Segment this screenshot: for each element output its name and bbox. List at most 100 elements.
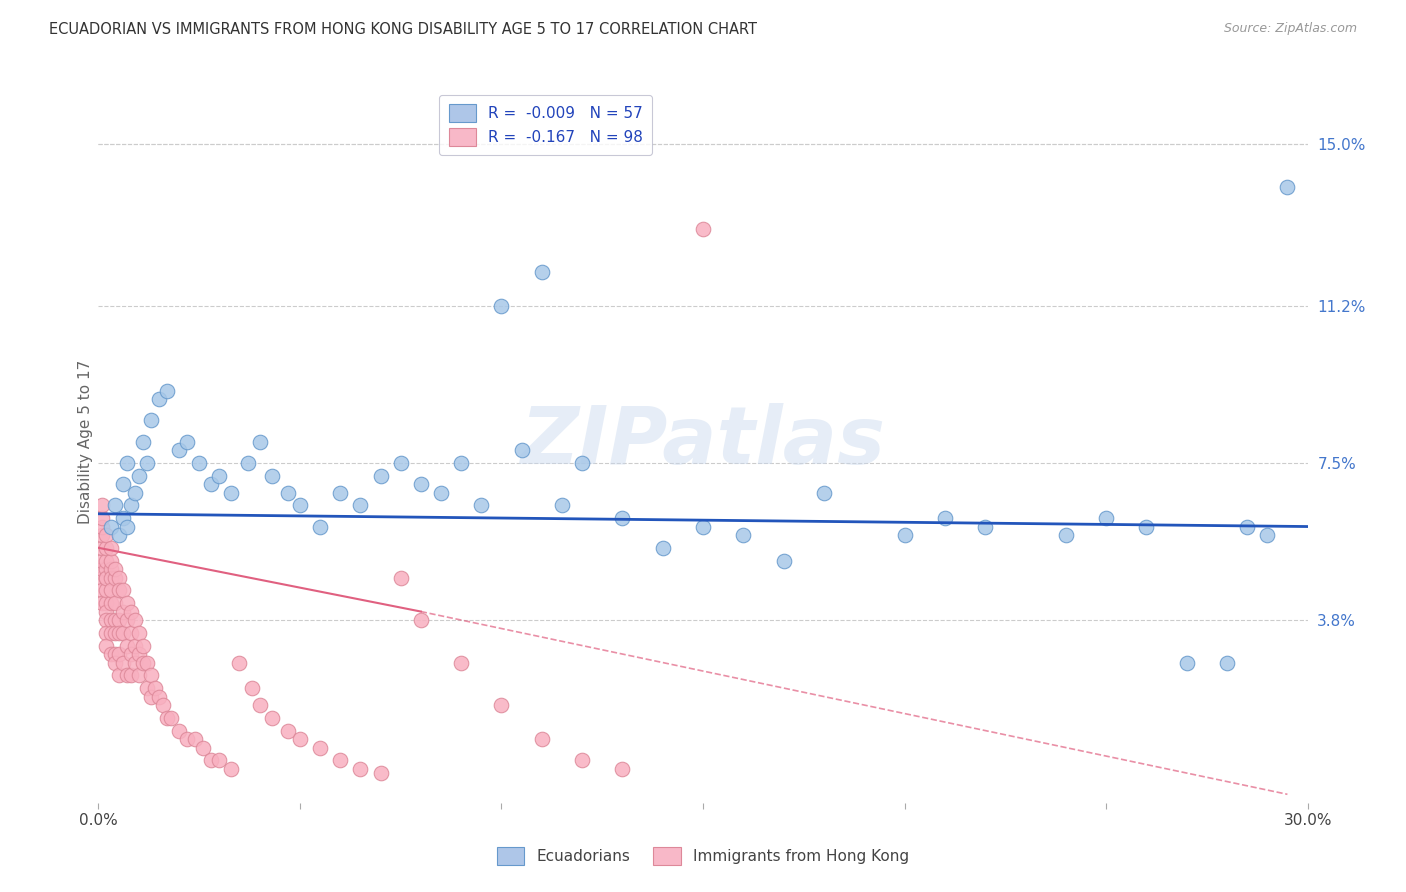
Point (1277, 179, 1299, 194)
Point (221, 485, 243, 500)
Point (103, 562, 125, 576)
Point (1236, 519, 1258, 533)
Point (692, 222, 714, 236)
Point (100, 596, 122, 610)
Point (349, 498, 371, 512)
Point (96, 570, 118, 584)
Point (107, 647, 129, 661)
Point (893, 528, 915, 542)
Point (91, 583, 114, 598)
Point (188, 456, 211, 470)
Point (115, 613, 138, 627)
Point (470, 498, 492, 512)
Point (249, 434, 271, 449)
Point (156, 711, 179, 725)
Point (1216, 656, 1239, 670)
Point (240, 681, 263, 695)
Point (96, 639, 118, 653)
Point (813, 485, 835, 500)
Point (111, 477, 134, 491)
Point (96, 562, 118, 576)
Point (139, 413, 162, 427)
Point (124, 485, 146, 500)
Point (115, 639, 138, 653)
Point (91, 562, 114, 576)
Point (120, 668, 142, 682)
Point (221, 762, 243, 776)
Point (309, 519, 332, 533)
Point (329, 485, 352, 500)
Point (389, 456, 412, 470)
Point (143, 681, 166, 695)
Point (530, 264, 553, 278)
Point (135, 681, 157, 695)
Point (510, 443, 533, 458)
Point (772, 553, 794, 567)
Point (103, 596, 125, 610)
Point (128, 468, 150, 483)
Y-axis label: Disability Age 5 to 17: Disability Age 5 to 17 (77, 359, 93, 524)
Point (733, 528, 755, 542)
Point (450, 656, 472, 670)
Point (120, 498, 142, 512)
Point (91, 511, 114, 525)
Point (96, 541, 118, 555)
Point (139, 690, 162, 704)
Point (571, 753, 593, 767)
Point (156, 384, 179, 398)
Point (111, 583, 134, 598)
Point (1054, 528, 1077, 542)
Point (96, 583, 118, 598)
Point (491, 698, 513, 712)
Point (100, 541, 122, 555)
Point (260, 711, 283, 725)
Point (96, 596, 118, 610)
Point (96, 528, 118, 542)
Point (160, 711, 183, 725)
Point (176, 732, 198, 747)
Text: Source: ZipAtlas.com: Source: ZipAtlas.com (1223, 22, 1357, 36)
Point (236, 456, 259, 470)
Point (1095, 511, 1118, 525)
Point (107, 570, 129, 584)
Point (530, 732, 553, 747)
Point (103, 613, 125, 627)
Point (612, 511, 634, 525)
Point (135, 456, 157, 470)
Point (260, 468, 283, 483)
Point (193, 740, 215, 755)
Point (288, 498, 311, 512)
Point (100, 583, 122, 598)
Point (96, 570, 118, 584)
Point (107, 668, 129, 682)
Point (1175, 656, 1198, 670)
Point (96, 605, 118, 619)
Point (409, 477, 432, 491)
Point (692, 519, 714, 533)
Point (200, 477, 222, 491)
Point (124, 656, 146, 670)
Point (167, 723, 190, 738)
Point (148, 392, 170, 406)
Point (128, 668, 150, 682)
Point (651, 541, 673, 555)
Point (128, 647, 150, 661)
Point (148, 690, 170, 704)
Point (1135, 519, 1157, 533)
Point (249, 698, 271, 712)
Point (128, 625, 150, 640)
Point (208, 753, 231, 767)
Point (100, 613, 122, 627)
Point (100, 625, 122, 640)
Point (309, 740, 332, 755)
Point (132, 434, 155, 449)
Point (107, 613, 129, 627)
Point (200, 753, 222, 767)
Point (91, 553, 114, 567)
Point (288, 732, 311, 747)
Point (111, 625, 134, 640)
Point (96, 553, 118, 567)
Point (120, 625, 142, 640)
Point (103, 498, 125, 512)
Point (120, 605, 142, 619)
